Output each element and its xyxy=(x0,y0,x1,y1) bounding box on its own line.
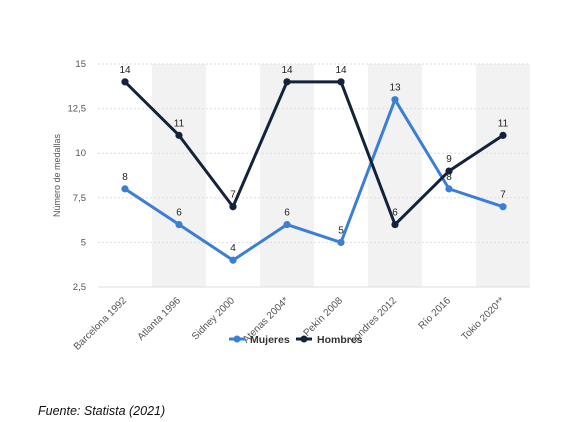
y-tick-label: 2,5 xyxy=(73,282,86,293)
data-point-hombres xyxy=(499,131,507,139)
data-point-mujeres xyxy=(499,203,507,211)
series-line-mujeres xyxy=(124,98,504,262)
y-axis-title: Número de medallas xyxy=(52,133,62,217)
y-tick-label: 10 xyxy=(75,148,86,159)
legend-label-mujeres: Mujeres xyxy=(250,334,290,346)
data-point-mujeres xyxy=(445,185,453,193)
legend-item-mujeres[interactable]: Mujeres xyxy=(229,334,290,346)
legend-label-hombres: Hombres xyxy=(317,334,363,346)
data-point-mujeres xyxy=(337,238,345,246)
x-tick-label: Atlanta 1996 xyxy=(136,295,184,343)
x-tick-label: Río 2016 xyxy=(417,295,454,332)
column-band xyxy=(260,64,314,287)
data-label-hombres: 14 xyxy=(335,65,347,76)
column-band xyxy=(152,64,206,287)
data-point-mujeres xyxy=(121,185,129,193)
data-point-hombres xyxy=(229,203,237,211)
data-label-hombres: 11 xyxy=(174,118,185,129)
y-tick-label: 5 xyxy=(81,237,86,248)
legend-item-hombres[interactable]: Hombres xyxy=(296,334,363,346)
data-label-mujeres: 8 xyxy=(122,172,128,183)
series-line-hombres xyxy=(123,80,504,227)
x-tick-label: Pekín 2008 xyxy=(302,295,346,339)
legend-marker-mujeres xyxy=(233,335,241,343)
legend-marker-hombres xyxy=(300,335,308,343)
data-point-hombres xyxy=(445,167,453,175)
x-tick-label: Sidney 2000 xyxy=(190,295,237,342)
data-point-mujeres xyxy=(175,220,183,229)
data-point-mujeres xyxy=(229,256,237,264)
data-point-hombres xyxy=(283,78,291,86)
data-label-hombres: 14 xyxy=(281,65,293,76)
y-tick-label: 15 xyxy=(75,59,86,70)
data-label-mujeres: 6 xyxy=(176,208,182,219)
data-label-hombres: 11 xyxy=(498,118,509,129)
x-tick-label: Barcelona 1992 xyxy=(72,295,130,353)
chart-svg: 15 12,5 10 7,5 5 2,5 Número de medallas Barcelo… xyxy=(52,59,530,353)
y-tick-label: 12,5 xyxy=(68,104,87,115)
source-caption: Fuente: Statista (2021) xyxy=(38,404,166,418)
data-label-mujeres: 7 xyxy=(500,190,506,201)
data-label-hombres: 6 xyxy=(392,208,398,219)
data-label-hombres: 9 xyxy=(446,154,452,165)
data-label-hombres: 7 xyxy=(230,190,236,201)
y-tick-label: 7,5 xyxy=(73,193,86,204)
data-label-mujeres: 4 xyxy=(230,243,236,254)
data-label-hombres: 14 xyxy=(119,65,131,76)
data-point-hombres xyxy=(391,220,399,229)
column-band xyxy=(476,64,530,287)
x-tick-label: Tokio 2020** xyxy=(460,295,508,343)
data-label-mujeres: 8 xyxy=(446,172,452,183)
data-label-mujeres: 5 xyxy=(338,225,344,236)
data-point-mujeres xyxy=(283,220,291,229)
data-label-mujeres: 6 xyxy=(284,208,290,219)
data-point-hombres xyxy=(175,131,183,139)
line-chart: 15 12,5 10 7,5 5 2,5 Número de medallas Barcelo… xyxy=(52,59,530,353)
data-point-hombres xyxy=(337,78,345,86)
data-label-mujeres: 13 xyxy=(389,83,401,94)
data-point-mujeres xyxy=(391,96,399,104)
data-point-hombres xyxy=(121,78,129,86)
